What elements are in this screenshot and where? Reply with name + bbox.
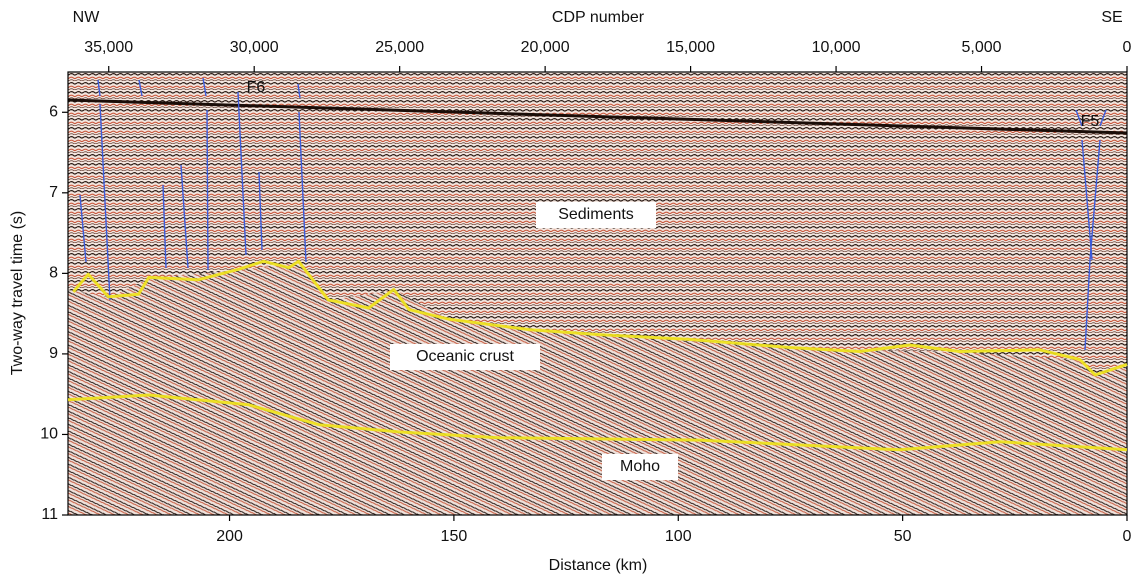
y-axis-label: Two-way travel time (s) — [9, 211, 26, 375]
x2-tick-label: 35,000 — [84, 39, 133, 56]
x-axis-label: Distance (km) — [549, 557, 648, 574]
plot-frame — [67, 71, 1128, 516]
annotation: F5 — [1081, 113, 1100, 130]
x-tick-label: 150 — [441, 528, 468, 545]
seafloor — [67, 98, 1128, 135]
y-tick-label: 6 — [49, 103, 58, 120]
y-tick-label: 8 — [49, 265, 58, 282]
y-tick-label: 10 — [40, 426, 58, 443]
label-box — [390, 344, 540, 370]
y-tick-label: 11 — [41, 506, 58, 523]
x2-tick-label: 25,000 — [375, 39, 424, 56]
annotation: Oceanic crust — [416, 348, 514, 365]
annotation: SE — [1101, 9, 1122, 26]
label-box — [536, 202, 656, 228]
y-tick-label: 9 — [49, 345, 58, 362]
horizon-line — [72, 259, 1128, 377]
label-box — [602, 454, 678, 480]
x-tick-label: 200 — [216, 528, 243, 545]
x-tick-label: 0 — [1123, 528, 1132, 545]
crust-texture — [68, 262, 1127, 515]
x-tick-label: 100 — [665, 528, 692, 545]
x2-tick-label: 10,000 — [812, 39, 861, 56]
x2-tick-label: 30,000 — [230, 39, 279, 56]
annotation: NW — [73, 9, 101, 26]
x-tick-label: 50 — [894, 528, 912, 545]
faults — [79, 77, 1107, 351]
top-axis-label: CDP number — [552, 9, 645, 26]
horizon-line — [67, 393, 1128, 452]
y-tick-label: 7 — [49, 184, 58, 201]
annotation: Sediments — [558, 206, 634, 223]
x2-tick-label: 15,000 — [666, 39, 715, 56]
x2-tick-label: 5,000 — [962, 39, 1002, 56]
x2-tick-label: 0 — [1123, 39, 1132, 56]
annotation: Moho — [620, 458, 660, 475]
annotation: F6 — [247, 79, 266, 96]
x2-tick-label: 20,000 — [521, 39, 570, 56]
